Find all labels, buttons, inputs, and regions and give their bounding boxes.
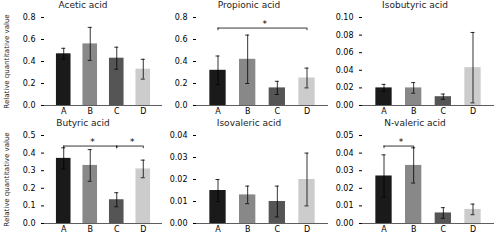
svg-text:0.4: 0.4 bbox=[23, 57, 36, 66]
svg-text:0.00: 0.00 bbox=[336, 101, 354, 110]
svg-text:B: B bbox=[245, 225, 251, 234]
svg-text:0.0: 0.0 bbox=[23, 219, 36, 228]
svg-text:0.0: 0.0 bbox=[23, 101, 36, 110]
svg-text:*: * bbox=[130, 137, 135, 147]
svg-text:B: B bbox=[87, 107, 93, 116]
svg-text:D: D bbox=[304, 107, 310, 116]
svg-text:*: * bbox=[90, 137, 95, 147]
svg-text:A: A bbox=[61, 225, 67, 234]
svg-text:0.2: 0.2 bbox=[175, 79, 188, 88]
svg-text:A: A bbox=[381, 225, 387, 234]
svg-text:0.8: 0.8 bbox=[175, 13, 188, 22]
svg-text:0.3: 0.3 bbox=[23, 166, 36, 175]
svg-text:B: B bbox=[245, 107, 251, 116]
html-text:N-valeric acid: N-valeric acid bbox=[384, 118, 446, 128]
svg-text:D: D bbox=[140, 225, 146, 234]
svg-text:0.04: 0.04 bbox=[336, 66, 354, 75]
svg-text:0.00: 0.00 bbox=[336, 219, 354, 228]
html-text:Acetic acid: Acetic acid bbox=[58, 0, 108, 10]
svg-text:0.5: 0.5 bbox=[23, 131, 36, 140]
svg-text:*: * bbox=[263, 19, 268, 29]
svg-text:0.8: 0.8 bbox=[23, 13, 36, 22]
svg-text:0.4: 0.4 bbox=[23, 149, 36, 158]
svg-text:C: C bbox=[114, 225, 120, 234]
svg-text:0.06: 0.06 bbox=[336, 48, 354, 57]
svg-text:A: A bbox=[215, 107, 221, 116]
svg-text:0.00: 0.00 bbox=[170, 219, 188, 228]
svg-text:0.6: 0.6 bbox=[23, 35, 36, 44]
svg-text:D: D bbox=[140, 107, 146, 116]
svg-text:C: C bbox=[114, 107, 120, 116]
svg-text:A: A bbox=[61, 107, 67, 116]
svg-text:D: D bbox=[470, 225, 476, 234]
html-text:Propionic acid: Propionic acid bbox=[217, 0, 281, 10]
svg-text:0.02: 0.02 bbox=[336, 83, 354, 92]
svg-text:0.10: 0.10 bbox=[336, 13, 354, 22]
svg-text:0.02: 0.02 bbox=[336, 184, 354, 193]
svg-text:0.04: 0.04 bbox=[336, 149, 354, 158]
svg-text:0.02: 0.02 bbox=[170, 175, 188, 184]
svg-text:0.4: 0.4 bbox=[175, 57, 188, 66]
svg-text:0.01: 0.01 bbox=[336, 201, 354, 210]
html-text:Butyric acid: Butyric acid bbox=[56, 118, 110, 128]
svg-text:Relative quantitative value: Relative quantitative value bbox=[3, 14, 11, 108]
svg-text:0.01: 0.01 bbox=[170, 197, 188, 206]
svg-text:B: B bbox=[411, 107, 417, 116]
svg-text:0.08: 0.08 bbox=[336, 31, 354, 40]
html-text:Isobutyric acid: Isobutyric acid bbox=[382, 0, 448, 10]
svg-text:C: C bbox=[275, 225, 281, 234]
svg-text:0.05: 0.05 bbox=[336, 131, 354, 140]
svg-text:0.03: 0.03 bbox=[170, 153, 188, 162]
svg-text:Relative quantitative value: Relative quantitative value bbox=[3, 132, 11, 226]
svg-text:A: A bbox=[215, 225, 221, 234]
svg-text:B: B bbox=[411, 225, 417, 234]
svg-text:D: D bbox=[304, 225, 310, 234]
svg-text:B: B bbox=[87, 225, 93, 234]
svg-text:0.6: 0.6 bbox=[175, 35, 188, 44]
html-text:Isovaleric acid: Isovaleric acid bbox=[216, 118, 282, 128]
svg-text:0.2: 0.2 bbox=[23, 184, 36, 193]
svg-text:0.1: 0.1 bbox=[23, 201, 36, 210]
svg-text:A: A bbox=[381, 107, 387, 116]
svg-text:C: C bbox=[441, 107, 447, 116]
svg-text:C: C bbox=[441, 225, 447, 234]
svg-text:0.03: 0.03 bbox=[336, 166, 354, 175]
svg-text:*: * bbox=[399, 137, 404, 147]
svg-text:C: C bbox=[275, 107, 281, 116]
svg-text:0.2: 0.2 bbox=[23, 79, 36, 88]
svg-text:0.04: 0.04 bbox=[170, 131, 188, 140]
svg-text:D: D bbox=[470, 107, 476, 116]
svg-text:0.0: 0.0 bbox=[175, 101, 188, 110]
